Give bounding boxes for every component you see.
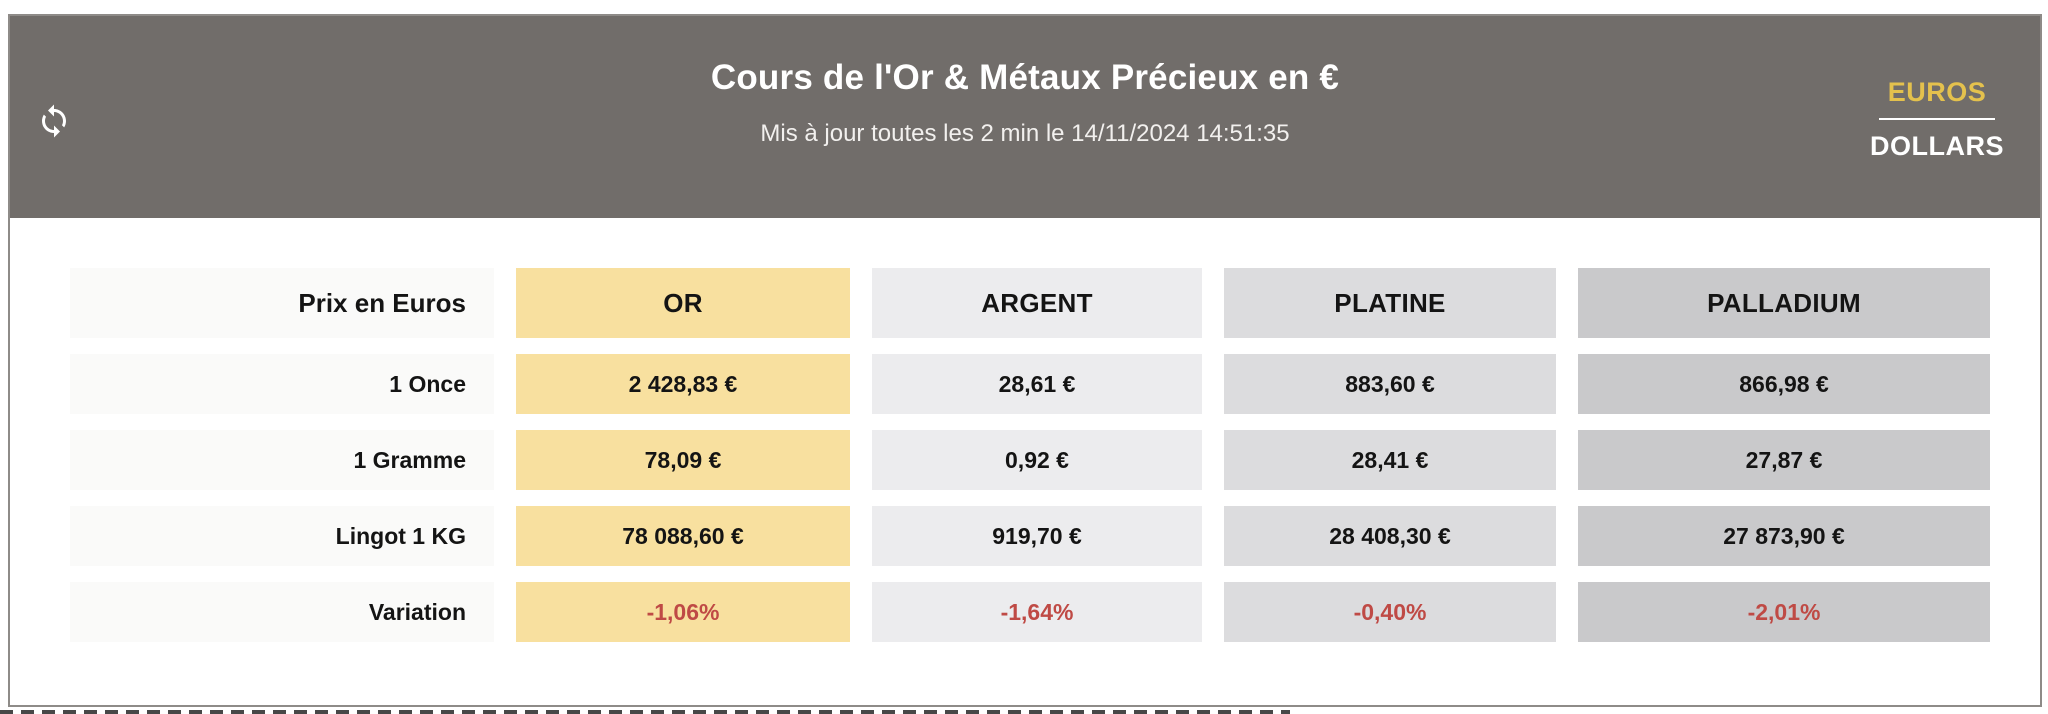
widget-header: Cours de l'Or & Métaux Précieux en € Mis… [10, 16, 2040, 218]
value-platine-row1: 28,41 € [1224, 430, 1556, 490]
value-argent-row3: -1,64% [872, 582, 1202, 642]
refresh-button[interactable] [32, 100, 76, 144]
value-palladium-row3: -2,01% [1578, 582, 1990, 642]
row-label-2: Lingot 1 KG [70, 506, 494, 566]
column-header-platine: PLATINE [1224, 268, 1556, 338]
value-platine-row0: 883,60 € [1224, 354, 1556, 414]
column-header-palladium: PALLADIUM [1578, 268, 1990, 338]
value-palladium-row2: 27 873,90 € [1578, 506, 1990, 566]
value-or-row1: 78,09 € [516, 430, 850, 490]
page-title: Cours de l'Or & Métaux Précieux en € [710, 58, 1340, 97]
value-platine-row2: 28 408,30 € [1224, 506, 1556, 566]
row-label-1: 1 Gramme [70, 430, 494, 490]
sync-arrows-icon [42, 104, 66, 137]
currency-toggle: EUROS DOLLARS [1862, 77, 2012, 161]
currency-option-euros[interactable]: EUROS [1887, 77, 1987, 107]
value-argent-row0: 28,61 € [872, 354, 1202, 414]
table-corner-label: Prix en Euros [70, 268, 494, 338]
column-header-argent: ARGENT [872, 268, 1202, 338]
currency-option-dollars[interactable]: DOLLARS [1870, 130, 2004, 161]
row-label-0: 1 Once [70, 354, 494, 414]
value-palladium-row1: 27,87 € [1578, 430, 1990, 490]
currency-toggle-divider [1879, 117, 1995, 120]
value-or-row2: 78 088,60 € [516, 506, 850, 566]
value-or-row3: -1,06% [516, 582, 850, 642]
value-palladium-row0: 866,98 € [1578, 354, 1990, 414]
value-platine-row3: -0,40% [1224, 582, 1556, 642]
value-or-row0: 2 428,83 € [516, 354, 850, 414]
header-titles: Cours de l'Or & Métaux Précieux en € Mis… [10, 16, 2040, 148]
prices-table: Prix en Euros OR ARGENT PLATINE PALLADIUM 1 O… [70, 268, 2040, 642]
bottom-dashed-line [0, 710, 1290, 714]
column-header-or: OR [516, 268, 850, 338]
metals-price-widget: Cours de l'Or & Métaux Précieux en € Mis… [8, 14, 2042, 707]
update-status: Mis à jour toutes les 2 min le 14/11/202… [760, 120, 1290, 147]
value-argent-row1: 0,92 € [872, 430, 1202, 490]
value-argent-row2: 919,70 € [872, 506, 1202, 566]
row-label-3: Variation [70, 582, 494, 642]
